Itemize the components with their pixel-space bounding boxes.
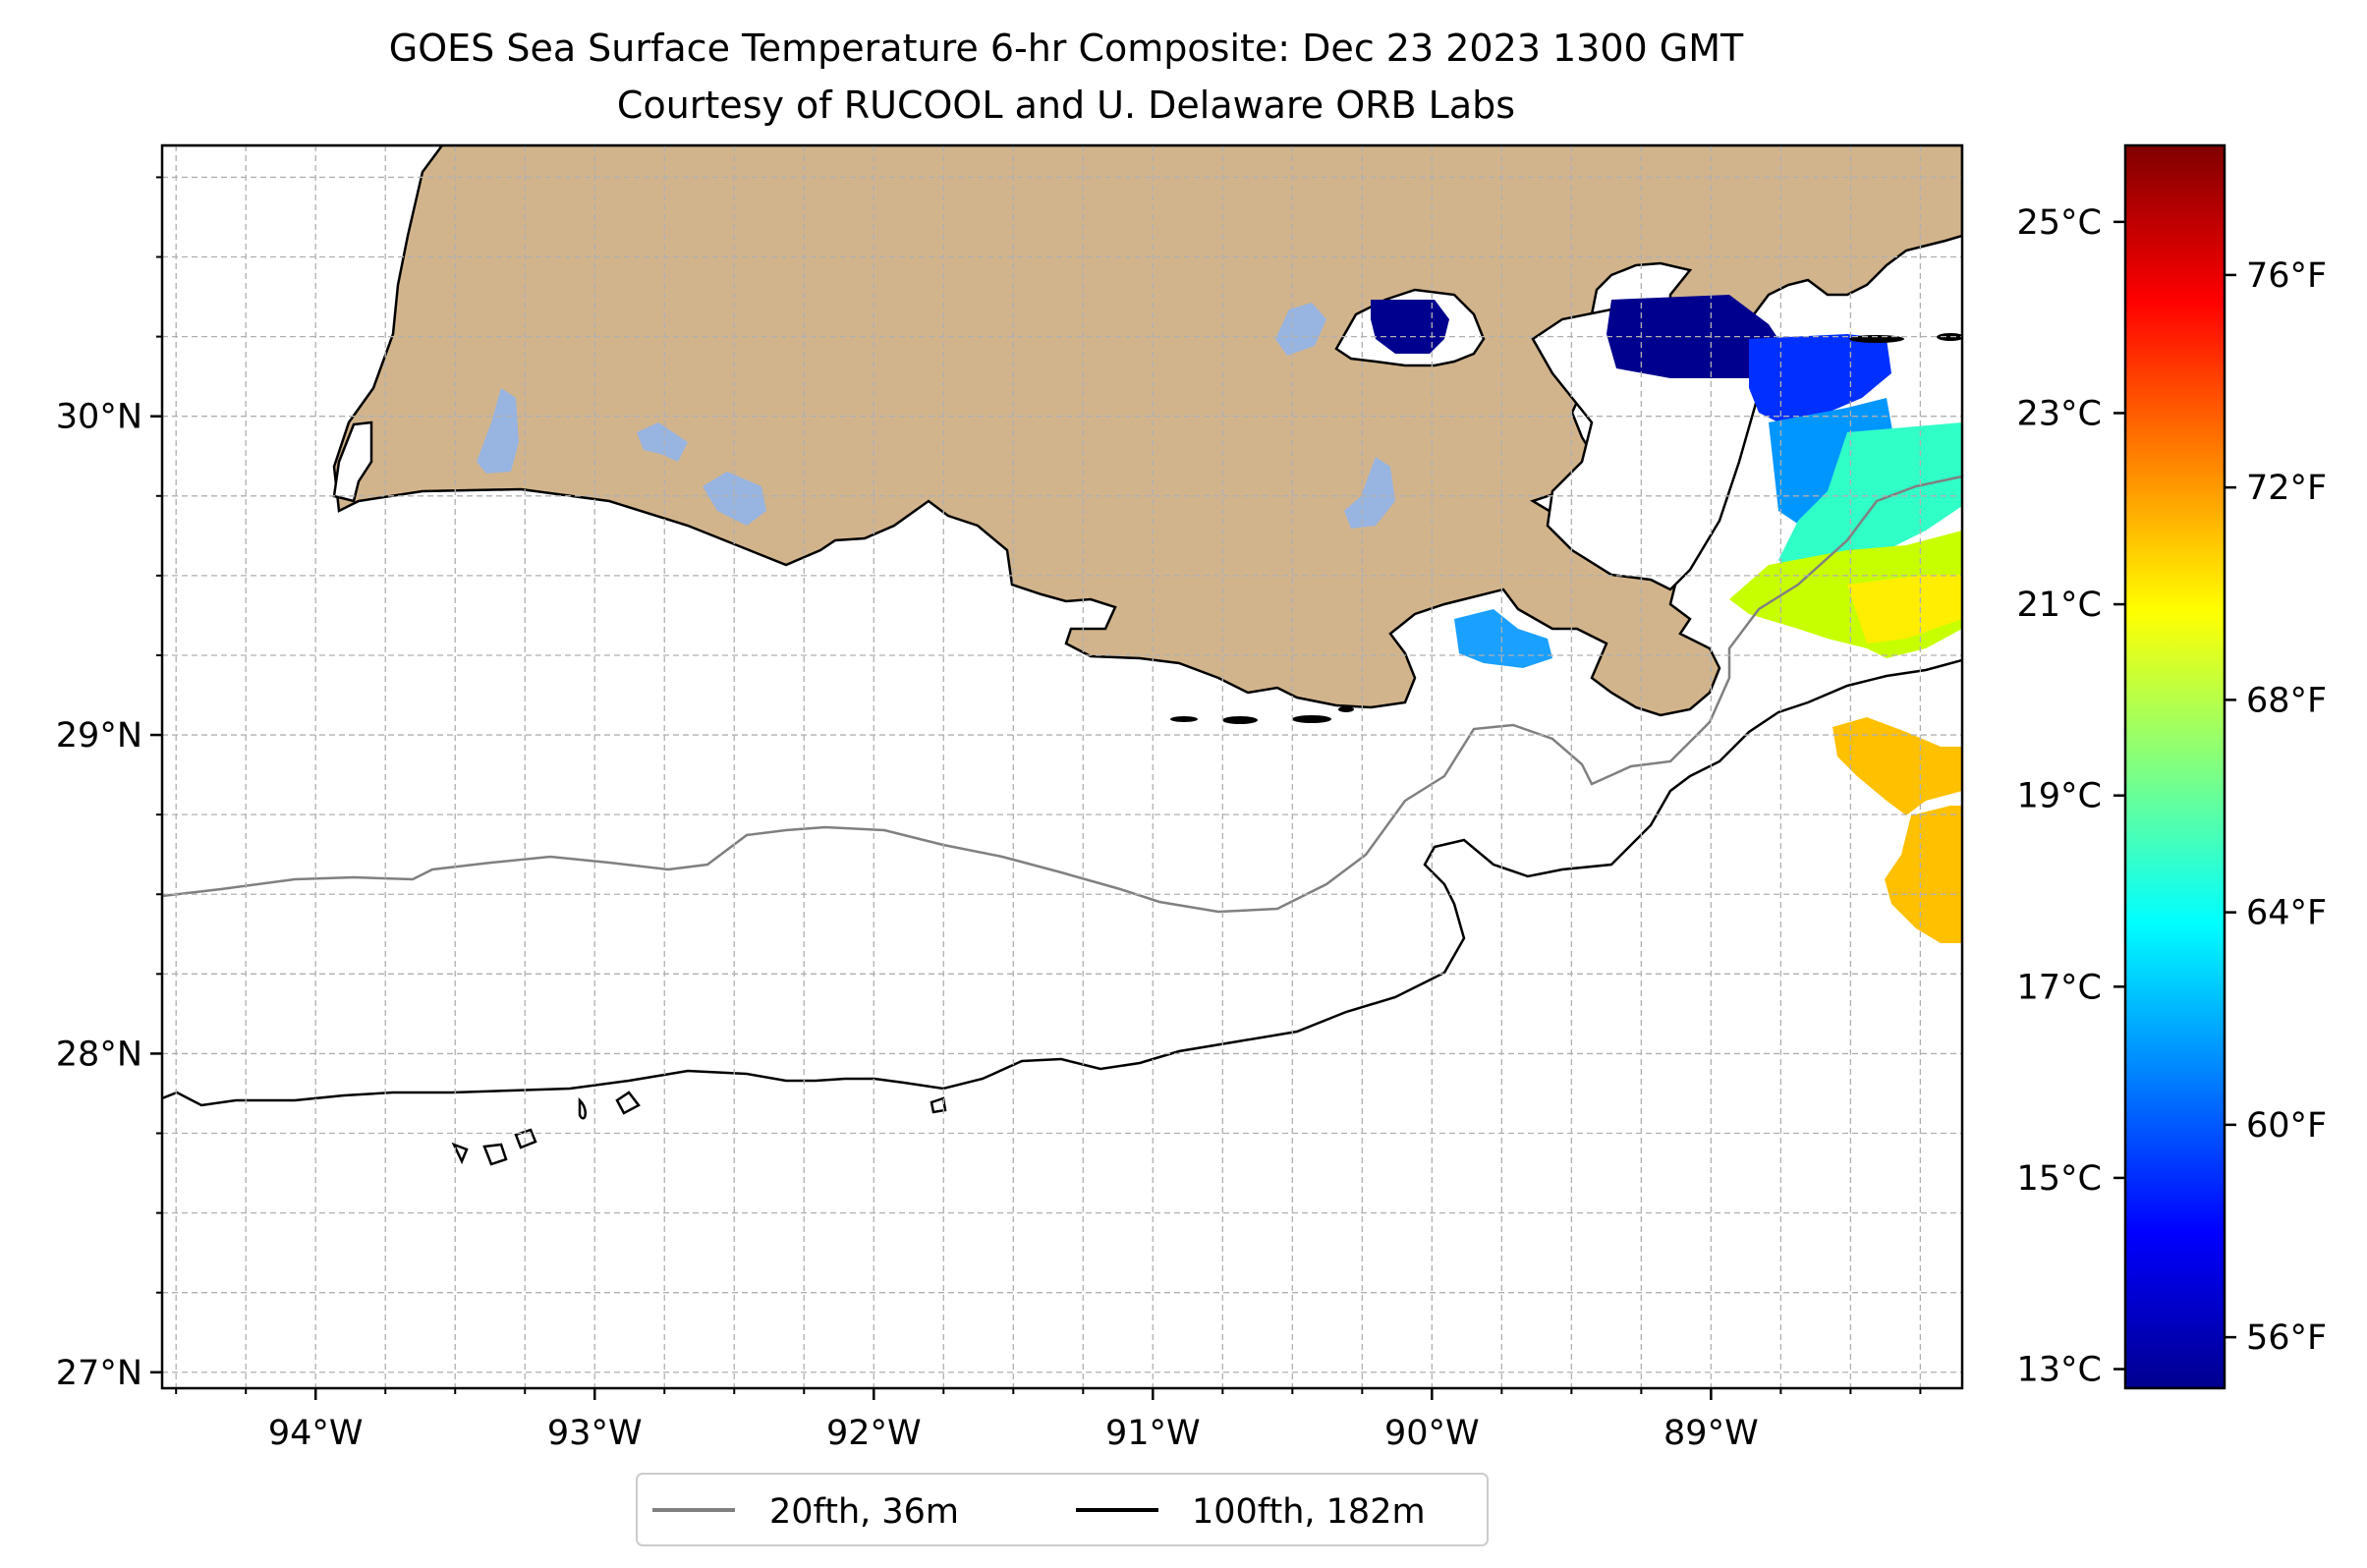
celsius-tick-label: 21°C	[2017, 586, 2102, 625]
legend-box	[636, 1473, 1489, 1546]
colorbar-gradient	[2123, 143, 2226, 1390]
map-subtitle: Courtesy of RUCOOL and U. Delaware ORB L…	[617, 84, 1515, 127]
x-tick-label: 89°W	[1663, 1414, 1759, 1453]
map-border	[160, 143, 1964, 1390]
y-axis: 27°N 28°N 29°N 30°N	[56, 176, 162, 1393]
y-tick-label: 28°N	[56, 1035, 142, 1074]
fahrenheit-tick-label: 72°F	[2246, 469, 2327, 508]
celsius-tick-label: 17°C	[2017, 968, 2102, 1007]
map-panel	[162, 145, 1962, 1388]
fahrenheit-tick-label: 68°F	[2246, 681, 2327, 720]
y-tick-label: 29°N	[56, 716, 142, 756]
celsius-tick-label: 15°C	[2017, 1159, 2102, 1199]
sst-shelf-yellow	[1847, 575, 1962, 644]
x-tick-label: 90°W	[1384, 1414, 1480, 1453]
celsius-tick-label: 23°C	[2017, 394, 2102, 433]
colorbar-fahrenheit-axis: 56°F 60°F 64°F 68°F 72°F 76°F	[2225, 256, 2327, 1358]
colorbar: 13°C 15°C 17°C 19°C 21°C 23°C 25°C 56°F 60°F 64°…	[2017, 143, 2327, 1390]
calcasieu-lake	[332, 420, 373, 503]
sst-offshore-2	[1885, 806, 1962, 943]
x-tick-label: 93°W	[547, 1414, 643, 1453]
sst-delta-patch	[1454, 609, 1552, 668]
celsius-tick-label: 13°C	[2017, 1351, 2102, 1390]
isobath-100fth	[162, 658, 1962, 1107]
fahrenheit-tick-label: 60°F	[2246, 1106, 2327, 1146]
fahrenheit-tick-label: 76°F	[2246, 256, 2327, 296]
celsius-tick-label: 25°C	[2017, 203, 2102, 243]
y-tick-label: 27°N	[56, 1354, 142, 1393]
x-tick-label: 91°W	[1105, 1414, 1201, 1453]
legend: 20fth, 36m 100fth, 182m	[636, 1473, 1489, 1546]
sst-mississippi-sound	[1606, 295, 1778, 378]
y-tick-label: 30°N	[56, 398, 142, 437]
inland-lakes	[477, 303, 1395, 529]
gridlines	[162, 145, 1962, 1388]
fahrenheit-tick-label: 56°F	[2246, 1318, 2327, 1358]
colorbar-celsius-axis: 13°C 15°C 17°C 19°C 21°C 23°C 25°C	[2017, 203, 2125, 1390]
sst-lake-pontchartrain	[1371, 300, 1449, 354]
x-tick-label: 94°W	[268, 1414, 364, 1453]
sst-chandeleur	[1749, 334, 1891, 422]
fahrenheit-tick-label: 64°F	[2246, 894, 2327, 933]
legend-label-20fth: 20fth, 36m	[769, 1492, 959, 1532]
celsius-tick-label: 19°C	[2017, 777, 2102, 816]
x-axis: 94°W 93°W 92°W 91°W 90°W 89°W	[175, 1388, 1922, 1453]
sst-mouth	[1778, 422, 1962, 580]
legend-label-100fth: 100fth, 182m	[1192, 1492, 1426, 1532]
map-title: GOES Sea Surface Temperature 6-hr Compos…	[389, 27, 1744, 70]
shelf-features	[451, 1091, 947, 1166]
sst-overlay	[1371, 295, 1962, 943]
isobath-20fth	[162, 475, 1962, 914]
sst-offshore-1	[1832, 717, 1962, 815]
x-tick-label: 92°W	[826, 1414, 922, 1453]
